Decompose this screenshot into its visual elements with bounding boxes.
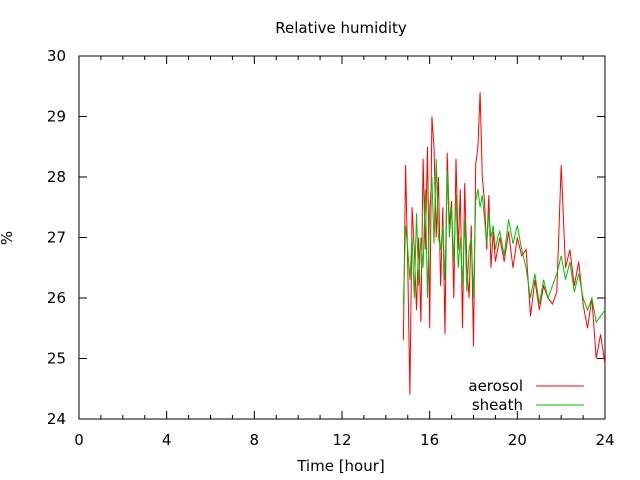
y-tick-label: 24 [47, 410, 66, 428]
series-lines [402, 92, 606, 395]
x-tick-label: 20 [508, 431, 527, 449]
y-tick-label: 27 [47, 229, 66, 247]
axis-ticks [78, 55, 606, 420]
y-tick-label: 26 [47, 289, 66, 307]
x-tick-label: 16 [420, 431, 439, 449]
x-axis-label: Time [hour] [296, 457, 385, 475]
plot-frame [78, 55, 606, 420]
legend-label-sheath: sheath [472, 396, 523, 414]
legend-label-aerosol: aerosol [468, 377, 523, 395]
y-tick-label: 29 [47, 108, 66, 126]
tick-labels: 0 4 8 12 16 20 24 24 25 26 27 28 29 30 [47, 47, 615, 449]
x-tick-label: 4 [162, 431, 172, 449]
y-axis-label: % [0, 231, 16, 245]
x-tick-label: 0 [74, 431, 84, 449]
y-tick-label: 30 [47, 47, 66, 65]
x-tick-label: 8 [250, 431, 260, 449]
series-line-sheath [402, 158, 606, 324]
chart-title: Relative humidity [275, 19, 407, 37]
x-tick-label: 24 [595, 431, 614, 449]
x-tick-label: 12 [332, 431, 351, 449]
y-tick-label: 25 [47, 350, 66, 368]
series-line-aerosol [402, 92, 606, 395]
y-tick-label: 28 [47, 168, 66, 186]
